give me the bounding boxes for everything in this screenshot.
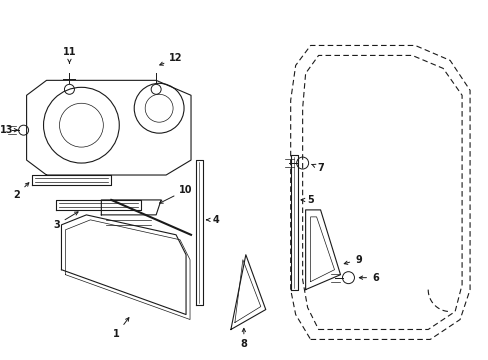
Text: 11: 11	[62, 48, 76, 63]
Text: 10: 10	[159, 185, 192, 203]
Text: 5: 5	[301, 195, 313, 205]
Text: 4: 4	[206, 215, 219, 225]
Text: 3: 3	[53, 212, 78, 230]
Text: 12: 12	[160, 53, 183, 65]
Text: 13: 13	[0, 125, 18, 135]
Text: 6: 6	[359, 273, 378, 283]
Text: 9: 9	[344, 255, 361, 265]
Text: 1: 1	[113, 318, 129, 339]
Text: 8: 8	[240, 328, 247, 350]
Text: 7: 7	[311, 163, 323, 173]
Text: 2: 2	[13, 183, 29, 200]
